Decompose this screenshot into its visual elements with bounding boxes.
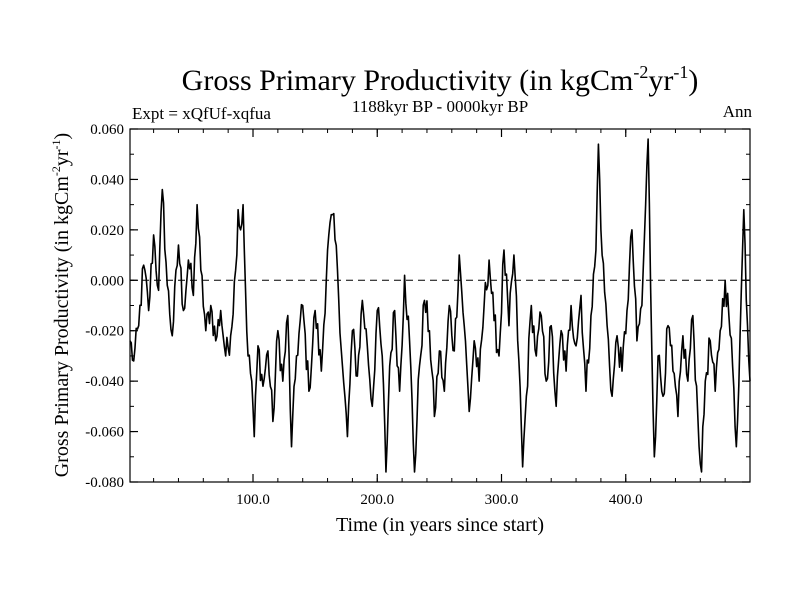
x-tick-label: 300.0 xyxy=(485,492,519,508)
x-tick-label: 400.0 xyxy=(609,492,643,508)
time-range-label: 1188kyr BP - 0000kyr BP xyxy=(352,97,528,116)
experiment-label: Expt = xQfUf-xqfua xyxy=(132,104,271,123)
axis-ticks: 0.060 0.040 0.020 0.000 -0.020 -0.040 -0.060 -0… xyxy=(85,122,750,508)
y-tick-label: -0.020 xyxy=(85,324,124,340)
y-tick-label: -0.040 xyxy=(85,374,124,390)
x-tick-label: 100.0 xyxy=(236,492,270,508)
x-axis-label: Time (in years since start) xyxy=(336,514,544,536)
y-tick-label: 0.060 xyxy=(90,122,124,138)
y-tick-label: 0.020 xyxy=(90,223,124,239)
season-label: Ann xyxy=(723,102,753,121)
y-tick-label: -0.060 xyxy=(85,425,124,441)
x-tick-label: 200.0 xyxy=(360,492,394,508)
y-axis-label: Gross Primary Productivity (in kgCm-2yr-… xyxy=(49,133,73,477)
chart-title: Gross Primary Productivity (in kgCm-2yr-… xyxy=(182,62,699,97)
y-tick-label: 0.040 xyxy=(90,172,124,188)
series-line-gpp xyxy=(129,138,751,473)
plot-frame xyxy=(129,128,751,483)
y-tick-label: 0.000 xyxy=(90,273,124,289)
y-tick-label: -0.080 xyxy=(85,475,124,491)
